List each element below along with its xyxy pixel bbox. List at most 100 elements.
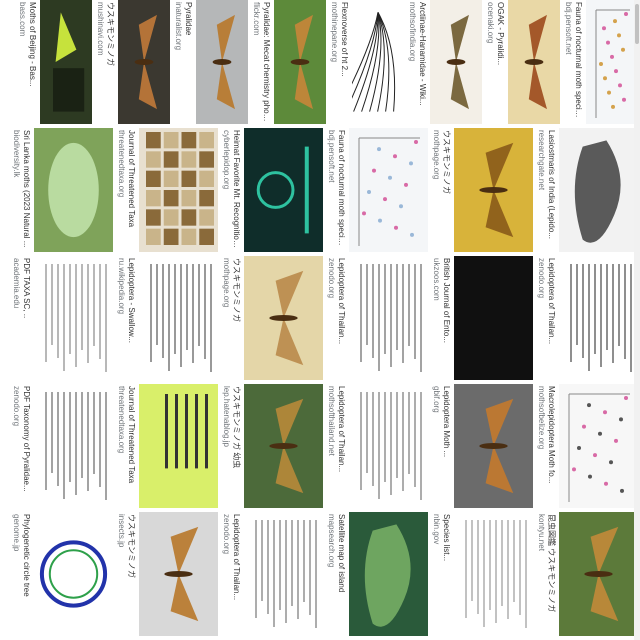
image-result-tile[interactable]: Lepidoptera of Thailan... zenodo.org: [537, 256, 638, 380]
image-result-tile[interactable]: ウスキモンミノガ mushinavi.com: [96, 0, 170, 124]
image-result-tile[interactable]: ウスキモンミノガ 幼虫 lep.hatenablog.jp: [222, 384, 323, 508]
result-caption[interactable]: Lepidoptera - Swallow...: [127, 258, 136, 343]
result-source[interactable]: flickr.com: [252, 2, 261, 36]
result-caption[interactable]: Satellite map of island: [337, 514, 346, 593]
image-result-tile[interactable]: PDF Taxonomy of Pyralidae... zenodo.org: [12, 384, 113, 508]
result-caption[interactable]: PDF TAXA SC, ..: [22, 258, 31, 319]
result-source[interactable]: gbif.org: [432, 386, 441, 413]
result-thumbnail[interactable]: [139, 512, 218, 636]
result-thumbnail[interactable]: [139, 256, 218, 380]
result-thumbnail[interactable]: [559, 384, 638, 508]
result-source[interactable]: mothsofindia.org: [408, 2, 417, 62]
image-result-tile[interactable]: Arctiinae-Hanamidae - Wiki... mothsofindi…: [408, 0, 482, 124]
result-source[interactable]: ukzoos.com: [432, 258, 441, 301]
result-caption[interactable]: British Journal of Ento...: [442, 258, 451, 343]
result-thumbnail[interactable]: [244, 512, 323, 636]
result-source[interactable]: mothpage.org: [222, 258, 231, 308]
result-caption[interactable]: 昆虫図鑑 ウスキモンミノガ: [547, 514, 556, 613]
result-caption[interactable]: Lasiostmaris of India (Lepido...: [547, 130, 556, 239]
result-thumbnail[interactable]: [244, 384, 323, 508]
result-caption[interactable]: Fauna of nocturnal moth species collecte…: [337, 130, 346, 250]
result-thumbnail[interactable]: [454, 256, 533, 380]
result-thumbnail[interactable]: [139, 384, 218, 508]
result-caption[interactable]: Phylogenetic circle tree: [22, 514, 31, 597]
result-source[interactable]: inaturalist.org: [174, 2, 183, 51]
image-result-tile[interactable]: Lepidoptera of Thailan... zenodo.org: [222, 512, 323, 636]
image-result-tile[interactable]: Lasiostmaris of India (Lepido... research…: [537, 128, 638, 252]
result-thumbnail[interactable]: [559, 128, 638, 252]
result-source[interactable]: nbin.gov: [432, 514, 441, 545]
result-thumbnail[interactable]: [349, 384, 428, 508]
result-thumbnail[interactable]: [34, 128, 113, 252]
result-caption[interactable]: ウスキモンミノガ: [442, 130, 451, 194]
result-caption[interactable]: Journal of Threatened Taxa: [127, 130, 136, 228]
result-caption[interactable]: Sri Lanka moths (2023 Natural ...: [22, 130, 31, 248]
result-source[interactable]: threatenedtaxa.org: [117, 130, 126, 198]
scrollbar-thumb[interactable]: [635, 4, 639, 44]
result-caption[interactable]: Lepidoptera of Thailan...: [547, 258, 556, 345]
image-result-tile[interactable]: Phylogenetic circle tree genome.jp: [12, 512, 113, 636]
result-source[interactable]: insects.jp: [117, 514, 126, 548]
result-thumbnail[interactable]: [40, 0, 92, 124]
result-thumbnail[interactable]: [349, 128, 428, 252]
result-source[interactable]: bdj.pensoft.net: [564, 2, 573, 55]
image-result-tile[interactable]: Lepidoptera Moth ... gbif.org: [432, 384, 533, 508]
image-result-tile[interactable]: Journal of Threatened Taxa threatenedtaxa…: [117, 128, 218, 252]
result-source[interactable]: ocenaki.org: [486, 2, 495, 44]
result-caption[interactable]: Lepidoptera of Thailan...: [337, 386, 346, 473]
result-source[interactable]: biodiversity.lk: [12, 130, 21, 178]
result-source[interactable]: kontyu.net: [537, 514, 546, 551]
result-source[interactable]: threatenedtaxa.org: [117, 386, 126, 454]
result-thumbnail[interactable]: [349, 512, 428, 636]
image-result-tile[interactable]: Moths of Beijing - Bas... bass.com: [18, 0, 92, 124]
image-result-tile[interactable]: Macrolepidoptera Moth fo... mothsofbelize…: [537, 384, 638, 508]
vertical-scrollbar[interactable]: [634, 0, 640, 640]
result-thumbnail[interactable]: [349, 256, 428, 380]
result-caption[interactable]: ウスキモンミノガ: [106, 2, 115, 66]
result-thumbnail[interactable]: [337, 0, 404, 124]
result-source[interactable]: genome.jp: [12, 514, 21, 552]
image-result-tile[interactable]: Satellite map of island mapsearch.org: [327, 512, 428, 636]
result-source[interactable]: mothpage.org: [432, 130, 441, 180]
result-source[interactable]: mothsofthailand.net: [327, 386, 336, 456]
result-thumbnail[interactable]: [244, 128, 323, 252]
image-result-tile[interactable]: Lepidoptera of Thailan... zenodo.org: [327, 256, 428, 380]
image-result-tile[interactable]: Pyralidae inaturalist.org: [174, 0, 248, 124]
image-result-tile[interactable]: British Journal of Ento... ukzoos.com: [432, 256, 533, 380]
result-source[interactable]: cyberlepidop.org: [222, 130, 231, 190]
result-source[interactable]: zenodo.org: [327, 258, 336, 299]
result-source[interactable]: researchgate.net: [537, 130, 546, 191]
result-caption[interactable]: ウスキモンミノガ: [127, 514, 136, 578]
result-caption[interactable]: Arctiinae-Hanamidae - Wiki...: [418, 2, 427, 106]
image-result-tile[interactable]: Flexnoverse of ht 2... mothinepane.org: [330, 0, 404, 124]
result-caption[interactable]: Pyralidae: Mecat chemistry photogr...: [262, 2, 271, 122]
result-source[interactable]: academia.edu: [12, 258, 21, 309]
image-result-tile[interactable]: PDF TAXA SC, .. academia.edu: [12, 256, 113, 380]
result-source[interactable]: zenodo.org: [12, 386, 21, 427]
result-thumbnail[interactable]: [586, 0, 638, 124]
image-result-tile[interactable]: Journal of Threatened Taxa threatenedtaxa…: [117, 384, 218, 508]
result-caption[interactable]: ウスキモンミノガ 幼虫: [232, 386, 241, 469]
result-caption[interactable]: Lepidoptera of Thailan...: [232, 514, 241, 601]
result-thumbnail[interactable]: [118, 0, 170, 124]
image-result-tile[interactable]: ウスキモンミノガ insects.jp: [117, 512, 218, 636]
image-result-tile[interactable]: Heimat Favorite Mt. Recognition in Germa…: [222, 128, 323, 252]
result-thumbnail[interactable]: [430, 0, 482, 124]
result-caption[interactable]: Fauna of nocturnal moth species collecte…: [574, 2, 583, 122]
result-source[interactable]: mothinepane.org: [330, 2, 339, 63]
result-source[interactable]: mothsofbelize.org: [537, 386, 546, 450]
result-thumbnail[interactable]: [34, 512, 113, 636]
result-thumbnail[interactable]: [34, 256, 113, 380]
result-caption[interactable]: OGAK - Pyralidi...: [496, 2, 505, 66]
image-result-tile[interactable]: Lepidoptera - Swallow... ru.wikipedia.org: [117, 256, 218, 380]
image-result-tile[interactable]: Fauna of nocturnal moth species collecte…: [564, 0, 638, 124]
image-result-tile[interactable]: ウスキモンミノガ mothpage.org: [222, 256, 323, 380]
image-result-tile[interactable]: Fauna of nocturnal moth species collecte…: [327, 128, 428, 252]
result-source[interactable]: bass.com: [18, 2, 27, 37]
result-source[interactable]: bdj.pensoft.net: [327, 130, 336, 183]
result-thumbnail[interactable]: [454, 384, 533, 508]
result-thumbnail[interactable]: [244, 256, 323, 380]
result-thumbnail[interactable]: [274, 0, 326, 124]
result-caption[interactable]: Lepidoptera Moth ...: [442, 386, 451, 458]
image-result-tile[interactable]: OGAK - Pyralidi... ocenaki.org: [486, 0, 560, 124]
